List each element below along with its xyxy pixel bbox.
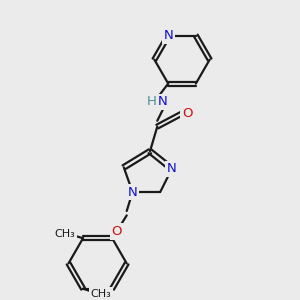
Text: CH₃: CH₃ xyxy=(55,229,75,239)
Text: O: O xyxy=(111,225,122,238)
Text: N: N xyxy=(163,29,173,42)
Text: N: N xyxy=(128,186,137,199)
Text: N: N xyxy=(158,95,167,108)
Text: N: N xyxy=(167,162,177,175)
Text: O: O xyxy=(182,107,193,120)
Text: H: H xyxy=(146,95,156,108)
Text: CH₃: CH₃ xyxy=(91,289,112,299)
